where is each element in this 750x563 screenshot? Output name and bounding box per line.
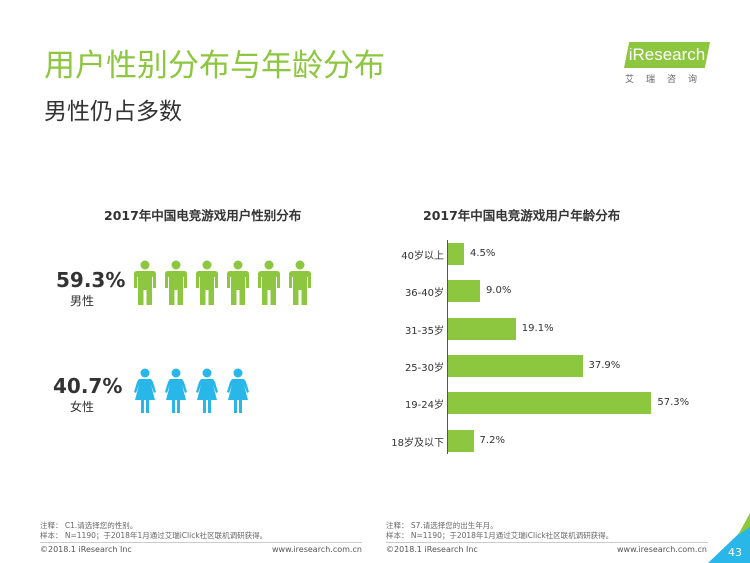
female-percent: 40.7% [53,374,123,398]
male-person-icon [227,260,249,305]
age-bar [448,243,464,265]
female-person-icon [196,368,218,413]
footer-divider-left [40,542,362,543]
footer-url-right: www.iresearch.com.cn [617,545,707,554]
page-title: 用户性别分布与年龄分布 [44,48,385,84]
age-value-label: 4.5% [469,248,496,259]
page-corner-decoration [708,513,750,563]
left-note-sample: 样本： N=1190；于2018年1月通过艾瑞iClick社区联机调研获得。 [40,531,268,540]
age-bar [448,280,480,303]
footer-copyright-right: ©2018.1 iResearch Inc [386,545,478,554]
age-bar [448,429,474,452]
female-label: 女性 [70,400,95,414]
male-label: 男性 [70,294,95,308]
male-person-icon [134,260,156,305]
age-bar [448,354,583,377]
age-category-label: 36-40岁 [404,288,444,300]
female-person-icon [227,368,249,413]
female-person-icon [165,368,187,413]
age-value-label: 57.3% [657,397,690,409]
logo-brand-text: iResearch [624,42,710,68]
female-person-icon [134,368,156,413]
age-chart-axis [447,240,448,454]
gender-chart-title: 2017年中国电竞游戏用户性别分布 [104,208,302,223]
footer-copyright-left: ©2018.1 iResearch Inc [40,545,132,554]
male-icon-row [134,260,311,305]
iresearch-logo: iResearch 艾瑞咨询 [624,42,710,85]
footer-divider-right [386,542,708,543]
page-number: 43 [728,546,742,559]
age-value-label: 19.1% [521,322,554,334]
age-bar [448,392,652,415]
right-note-question: 注释： S7.请选择您的出生年月。 [386,521,498,530]
male-percent: 59.3% [56,268,126,292]
age-category-label: 18岁及以下 [391,437,444,449]
footer-url-left: www.iresearch.com.cn [272,545,362,554]
age-chart-title: 2017年中国电竞游戏用户年龄分布 [423,208,621,223]
page-subtitle: 男性仍占多数 [44,99,182,125]
age-bar [448,317,516,340]
age-category-label: 40岁以上 [401,251,444,262]
logo-chinese-text: 艾瑞咨询 [624,75,709,85]
age-value-label: 7.2% [479,434,505,446]
male-person-icon [258,260,280,305]
age-category-label: 25-30岁 [404,362,444,374]
male-person-icon [289,260,311,305]
age-category-label: 19-24岁 [404,400,444,412]
male-person-icon [196,260,218,305]
female-icon-row [134,368,249,413]
age-category-label: 31-35岁 [404,325,444,337]
age-value-label: 9.0% [485,285,512,297]
left-note-question: 注释： C1.请选择您的性别。 [40,521,138,530]
male-person-icon [165,260,187,305]
right-note-sample: 样本： N=1190；于2018年1月通过艾瑞iClick社区联机调研获得。 [386,531,614,540]
age-value-label: 37.9% [588,359,621,371]
